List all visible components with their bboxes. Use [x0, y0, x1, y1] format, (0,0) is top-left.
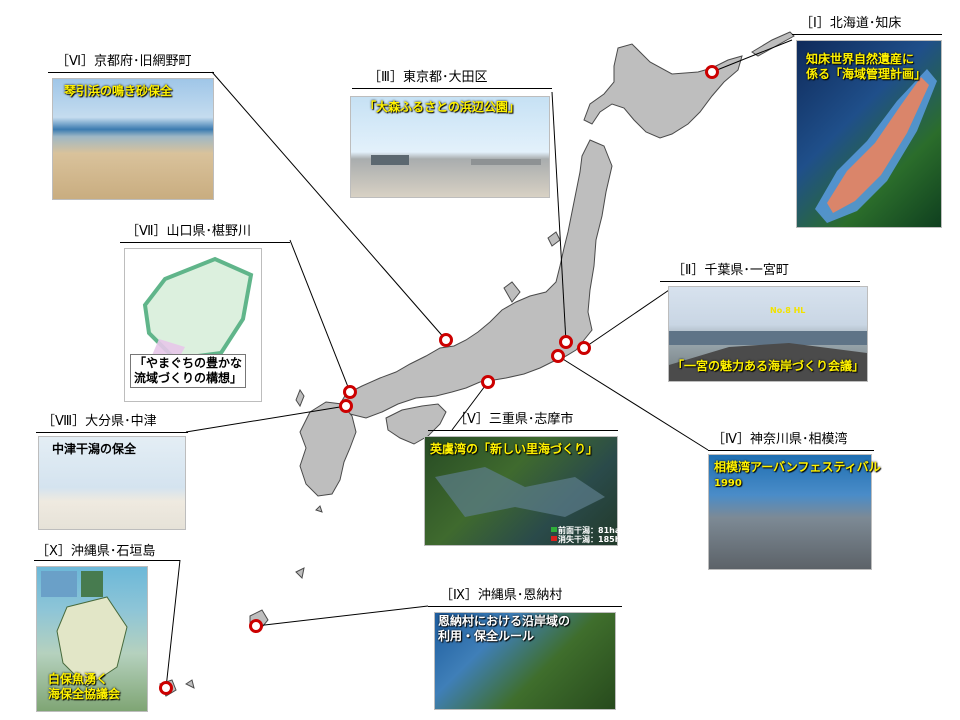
site-label-VI: ［Ⅵ］京都府･旧網野町	[56, 54, 192, 69]
site-markers	[159, 65, 719, 695]
shiretoko-area-shape	[815, 69, 937, 223]
photo-VI	[52, 78, 214, 200]
leader-line-VIII	[185, 405, 347, 433]
site-rule-VI	[48, 72, 214, 73]
photo-IX	[434, 612, 616, 710]
sado-island	[547, 231, 561, 247]
amami-island	[295, 567, 305, 580]
legend-V-lost: 消失干潟：185ha	[558, 535, 626, 544]
leader-lines	[165, 39, 793, 689]
site-rule-VII	[120, 242, 290, 243]
photo-V	[424, 436, 618, 546]
leader-line-V	[451, 381, 489, 431]
leader-line-IX	[255, 605, 429, 627]
leader-line-IV	[557, 355, 709, 451]
hokkaido-island	[583, 43, 743, 139]
site-rule-VIII	[36, 432, 188, 433]
leader-line-VI	[211, 71, 447, 341]
photo-VIII	[38, 436, 186, 530]
site-label-VII: ［Ⅶ］山口県･椹野川	[126, 224, 252, 239]
caption-II: 「一宮の魅力ある海岸づくり会議」	[672, 359, 865, 373]
caption-X: 白保魚湧く 海保全協議会	[48, 672, 121, 701]
photo-X	[36, 566, 148, 712]
shikoku-island	[385, 403, 447, 445]
marker-VII-a	[343, 385, 357, 399]
marker-VIII	[339, 399, 353, 413]
leader-line-I	[711, 39, 793, 73]
photo-II	[668, 286, 868, 382]
caption-VIII: 中津干潟の保全	[52, 442, 137, 456]
site-label-IV: ［Ⅳ］神奈川県･相模湾	[712, 432, 848, 447]
site-label-III: ［Ⅲ］東京都･大田区	[368, 70, 488, 85]
caption-III: 「大森ふるさとの浜辺公園」	[364, 100, 520, 114]
marker-X	[159, 681, 173, 695]
tsushima-island	[295, 388, 305, 408]
ago-bay-shape	[435, 467, 605, 541]
leader-line-X	[165, 559, 181, 689]
photo-IV	[708, 454, 872, 570]
caption-IX: 恩納村における沿岸域の 利用・保全ルール	[438, 614, 571, 643]
leader-line-II	[583, 287, 673, 349]
site-label-I: ［Ⅰ］北海道･知床	[800, 16, 902, 31]
marker-II	[577, 341, 591, 355]
photo-III	[350, 96, 550, 198]
caption-VII: 「やまぐちの豊かな 流域づくりの構想」	[130, 354, 247, 388]
caption-V: 英虞湾の「新しい里海づくり」	[430, 442, 599, 456]
watershed-map-shape	[142, 256, 254, 369]
site-rule-X	[34, 560, 180, 561]
legend-V-front: 前面干潟：81ha	[558, 526, 621, 535]
kuril-islands	[751, 31, 795, 57]
beach-park-shape	[371, 155, 541, 165]
marker-IV	[551, 349, 565, 363]
noto-peninsula	[503, 281, 521, 303]
site-label-VIII: ［Ⅷ］大分県･中津	[42, 414, 157, 429]
leader-line-VII	[289, 239, 351, 393]
honshu-island	[339, 139, 613, 419]
photo-II-sign: No.8 HL	[770, 306, 806, 315]
site-rule-IX	[428, 606, 622, 607]
caption-I: 知床世界自然遺産に 係る「海域管理計画」	[806, 52, 927, 81]
site-label-IX: ［Ⅸ］沖縄県･恩納村	[440, 588, 563, 603]
site-label-X: ［Ⅹ］沖縄県･石垣島	[36, 544, 156, 559]
site-rule-III	[352, 88, 552, 89]
site-label-II: ［Ⅱ］千葉県･一宮町	[672, 263, 789, 278]
site-rule-II	[660, 281, 860, 282]
marker-III	[559, 335, 573, 349]
marker-I	[705, 65, 719, 79]
marker-V	[481, 375, 495, 389]
photo-I	[796, 40, 942, 228]
site-rule-I	[792, 34, 942, 35]
caption-VI: 琴引浜の鳴き砂保全	[64, 84, 173, 98]
marker-VI	[439, 333, 453, 347]
miyako-island	[185, 679, 195, 689]
breakwater-shape	[669, 331, 867, 381]
leader-line-III	[551, 91, 567, 343]
kyushu-island	[299, 401, 357, 497]
site-label-V: ［Ⅴ］三重県･志摩市	[454, 412, 574, 427]
caption-IV-year: 1990	[714, 478, 742, 489]
site-rule-IV	[708, 450, 874, 451]
ryukyu-small-1	[315, 505, 323, 513]
ishigaki-island-map	[41, 571, 128, 688]
site-rule-V	[428, 430, 618, 431]
marker-IX	[249, 619, 263, 633]
caption-IV: 相模湾アーバンフェスティバル	[714, 460, 881, 474]
